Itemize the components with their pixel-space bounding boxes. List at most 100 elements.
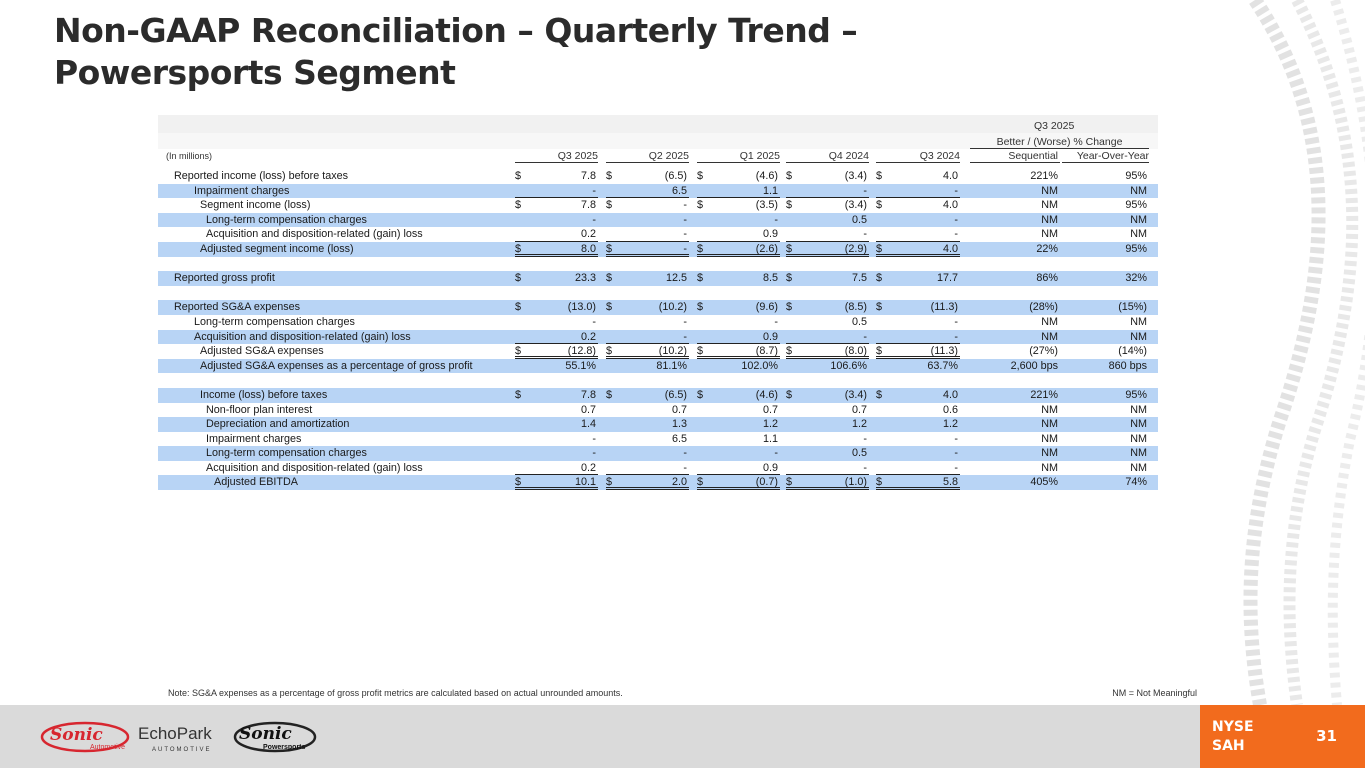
value-cell: 55.1% bbox=[565, 359, 596, 372]
currency-symbol: $ bbox=[876, 388, 883, 401]
table-row: Adjusted SG&A expenses $ (12.8) $ (10.2) $ (8.… bbox=[158, 344, 1158, 359]
table-row: Reported income (loss) before taxes $7.8 $… bbox=[158, 169, 1158, 184]
underline-rule bbox=[697, 344, 780, 359]
value-cell: 5.8 bbox=[942, 476, 958, 489]
value-cell: 6.5 bbox=[671, 184, 687, 197]
underline-rule bbox=[515, 475, 598, 491]
yoy-change-cell: 860 bps bbox=[1108, 359, 1147, 372]
value-cell: - bbox=[954, 447, 958, 460]
table-row: Impairment charges - 6.5 1.1 - - NM NM bbox=[158, 183, 1158, 199]
currency-symbol: $ bbox=[697, 242, 704, 255]
row-label: Depreciation and amortization bbox=[206, 418, 350, 431]
footer-bar: Sonic Automotive EchoPark AUTOMOTIVE Son… bbox=[0, 705, 1365, 768]
underline-rule bbox=[697, 330, 780, 345]
value-cell: 10.1 bbox=[574, 476, 596, 489]
table-row: Impairment charges - 6.5 1.1 - - NM NM bbox=[158, 432, 1158, 447]
col-header: Q2 2025 bbox=[606, 150, 689, 163]
table-header: Q3 2025 Better / (Worse) % Change (In mi… bbox=[158, 115, 1158, 165]
ticker-label: NYSE SAH bbox=[1212, 718, 1254, 756]
currency-symbol: $ bbox=[515, 242, 522, 255]
row-label: Reported SG&A expenses bbox=[174, 301, 301, 314]
yoy-change-cell: 74% bbox=[1125, 476, 1147, 489]
table-row: Long-term compensation charges - - - 0.5 - NM N… bbox=[158, 212, 1158, 228]
underline-rule bbox=[786, 461, 869, 476]
row-label: Adjusted SG&A expenses as a percentage o… bbox=[200, 359, 473, 372]
currency-symbol: $ bbox=[515, 170, 522, 182]
sequential-change-cell: (27%) bbox=[1029, 345, 1058, 358]
table-row: Acquisition and disposition-related (gai… bbox=[158, 227, 1158, 242]
page-number: 31 bbox=[1316, 727, 1337, 745]
sonic-automotive-logo-text: Sonic bbox=[50, 725, 103, 745]
value-cell: - bbox=[683, 199, 687, 212]
underline-rule bbox=[786, 344, 869, 359]
value-cell: 12.5 bbox=[665, 272, 687, 285]
sequential-change-cell: 2,600 bps bbox=[1010, 359, 1058, 372]
value-cell: 63.7% bbox=[927, 359, 958, 372]
value-cell: - bbox=[592, 432, 596, 445]
value-cell: 0.7 bbox=[580, 403, 596, 416]
yoy-change-cell: NM bbox=[1130, 213, 1147, 226]
yoy-change-cell: NM bbox=[1130, 315, 1147, 328]
currency-symbol: $ bbox=[876, 301, 883, 314]
value-cell: (8.7) bbox=[755, 345, 778, 358]
echopark-logo-text: EchoPark bbox=[138, 724, 212, 743]
value-cell: - bbox=[954, 330, 958, 343]
value-cell: (4.6) bbox=[755, 170, 778, 182]
value-cell: - bbox=[592, 213, 596, 226]
row-label: Acquisition and disposition-related (gai… bbox=[206, 461, 423, 474]
table-spacer bbox=[158, 373, 1158, 388]
value-cell: (11.3) bbox=[930, 345, 958, 358]
value-cell: 4.0 bbox=[942, 242, 958, 255]
sequential-change-cell: 405% bbox=[1030, 476, 1058, 489]
value-cell: 2.0 bbox=[671, 476, 687, 489]
nm-legend: NM = Not Meaningful bbox=[1112, 688, 1197, 698]
value-cell: (9.6) bbox=[755, 301, 778, 314]
value-cell: 1.3 bbox=[671, 418, 687, 431]
value-cell: 7.8 bbox=[580, 388, 596, 401]
underline-rule bbox=[606, 184, 689, 199]
value-cell: (8.0) bbox=[844, 345, 867, 358]
value-cell: 4.0 bbox=[942, 199, 958, 212]
currency-symbol: $ bbox=[515, 272, 522, 285]
underline-rule bbox=[786, 242, 869, 257]
currency-symbol: $ bbox=[697, 272, 704, 285]
value-cell: (3.4) bbox=[844, 388, 867, 401]
ticker-symbol: SAH bbox=[1212, 738, 1245, 754]
change-group-top: Q3 2025 bbox=[1034, 120, 1075, 132]
currency-symbol: $ bbox=[606, 476, 613, 489]
table-row: Segment income (loss) $7.8 $ - $ (3.5) $ (3.4) $… bbox=[158, 198, 1158, 213]
value-cell: (13.0) bbox=[567, 301, 596, 314]
underline-rule bbox=[606, 330, 689, 345]
value-cell: 8.5 bbox=[762, 272, 778, 285]
underline-rule bbox=[876, 330, 960, 345]
value-cell: 4.0 bbox=[942, 170, 958, 182]
row-label: Impairment charges bbox=[194, 184, 290, 197]
value-cell: (3.4) bbox=[844, 170, 867, 182]
value-cell: - bbox=[863, 330, 867, 343]
currency-symbol: $ bbox=[876, 242, 883, 255]
row-label: Impairment charges bbox=[206, 432, 302, 445]
sonic-powersports-logo-sub: Powersports bbox=[263, 744, 306, 751]
value-cell: - bbox=[592, 315, 596, 328]
value-cell: 0.9 bbox=[762, 228, 778, 241]
sequential-change-cell: NM bbox=[1041, 199, 1058, 212]
value-cell: 0.7 bbox=[671, 403, 687, 416]
underline-rule bbox=[515, 461, 598, 476]
currency-symbol: $ bbox=[786, 476, 793, 489]
value-cell: - bbox=[683, 447, 687, 460]
value-cell: - bbox=[954, 228, 958, 241]
underline-rule bbox=[515, 344, 598, 359]
sequential-change-cell: NM bbox=[1041, 228, 1058, 241]
underline-rule bbox=[786, 184, 869, 199]
underline-rule bbox=[606, 461, 689, 476]
sonic-automotive-logo-sub: Automotive bbox=[90, 744, 125, 751]
sequential-change-cell: NM bbox=[1041, 432, 1058, 445]
sonic-automotive-logo: Sonic Automotive bbox=[40, 720, 130, 759]
currency-symbol: $ bbox=[786, 301, 793, 314]
sequential-change-cell: NM bbox=[1041, 184, 1058, 197]
row-label: Reported gross profit bbox=[174, 272, 275, 285]
table-row: Long-term compensation charges - - - 0.5 - NM N… bbox=[158, 446, 1158, 461]
value-cell: 1.2 bbox=[762, 418, 778, 431]
currency-symbol: $ bbox=[697, 301, 704, 314]
value-cell: 0.9 bbox=[762, 330, 778, 343]
